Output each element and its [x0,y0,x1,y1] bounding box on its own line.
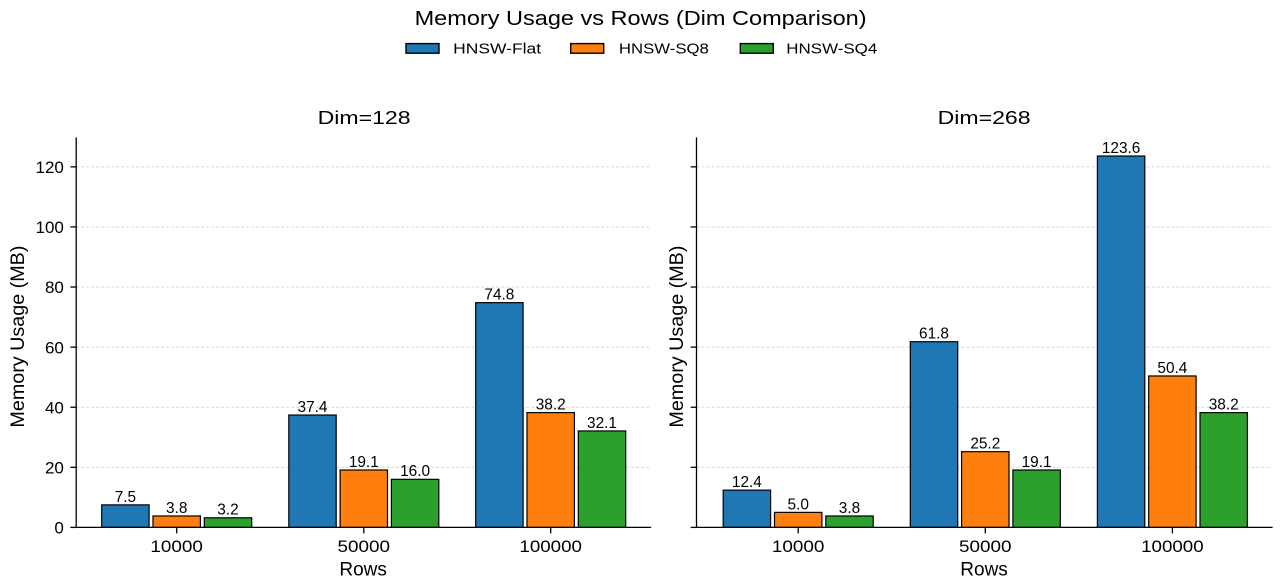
svg-text:Memory Usage (MB): Memory Usage (MB) [667,246,688,428]
svg-text:32.1: 32.1 [587,415,617,432]
svg-text:80: 80 [45,278,64,297]
svg-text:3.8: 3.8 [166,500,187,517]
svg-text:100: 100 [36,218,64,237]
svg-text:0: 0 [54,519,63,538]
svg-text:16.0: 16.0 [400,463,430,480]
svg-text:37.4: 37.4 [298,399,328,416]
svg-text:12.4: 12.4 [732,474,762,491]
svg-text:120: 120 [36,158,64,177]
svg-text:Dim=128: Dim=128 [318,107,411,128]
svg-text:100000: 100000 [519,537,582,556]
svg-text:HNSW-SQ4: HNSW-SQ4 [786,40,877,57]
svg-text:19.1: 19.1 [1022,454,1052,471]
svg-text:60: 60 [45,338,64,357]
svg-text:61.8: 61.8 [919,326,949,343]
svg-text:25.2: 25.2 [970,436,1000,453]
svg-text:HNSW-SQ8: HNSW-SQ8 [619,40,709,57]
svg-text:38.2: 38.2 [536,397,566,414]
svg-text:Memory Usage vs Rows (Dim Comp: Memory Usage vs Rows (Dim Comparison) [415,8,867,30]
svg-text:40: 40 [45,398,64,417]
svg-text:Dim=268: Dim=268 [938,107,1031,128]
svg-text:3.2: 3.2 [217,502,238,519]
svg-text:Rows: Rows [960,560,1008,581]
svg-text:Memory Usage (MB): Memory Usage (MB) [8,246,29,428]
svg-text:50000: 50000 [338,537,391,556]
svg-text:100000: 100000 [1141,537,1204,556]
svg-text:HNSW-Flat: HNSW-Flat [453,40,542,57]
svg-text:10000: 10000 [772,537,825,556]
svg-text:3.8: 3.8 [839,500,860,517]
svg-text:38.2: 38.2 [1209,397,1239,414]
svg-text:19.1: 19.1 [349,454,379,471]
svg-text:50.4: 50.4 [1157,360,1187,377]
svg-text:10000: 10000 [150,537,203,556]
svg-text:20: 20 [45,459,64,478]
svg-text:74.8: 74.8 [484,287,514,304]
svg-text:123.6: 123.6 [1102,140,1141,157]
svg-text:50000: 50000 [959,537,1012,556]
svg-text:7.5: 7.5 [115,489,136,506]
svg-text:5.0: 5.0 [787,496,808,513]
svg-text:Rows: Rows [339,560,387,581]
